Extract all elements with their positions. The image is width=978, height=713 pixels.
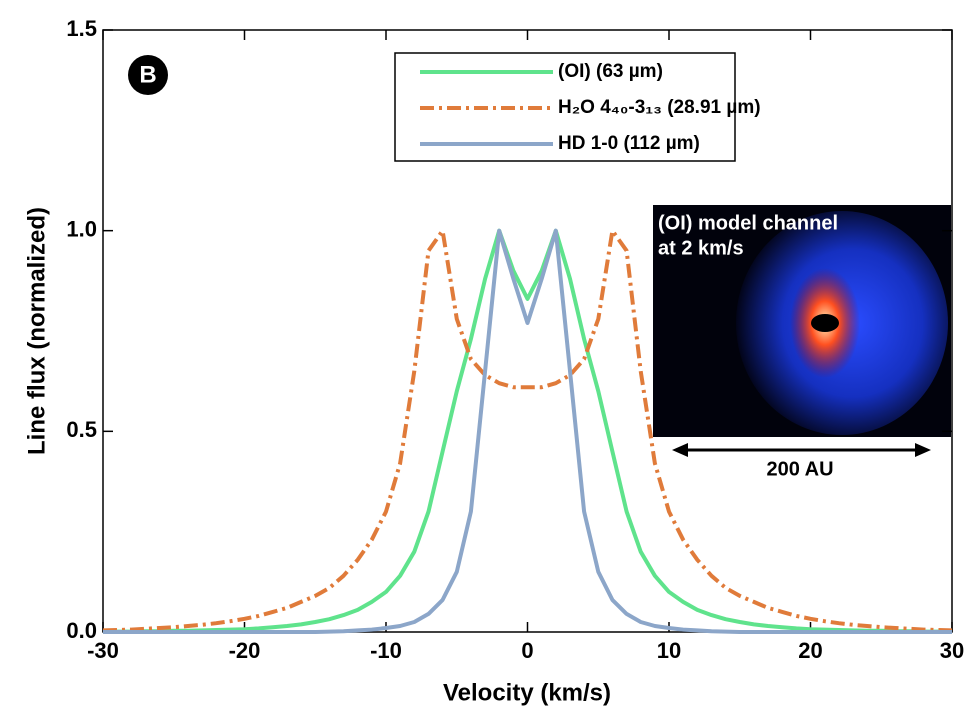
x-tick-label: -20 xyxy=(229,638,261,663)
legend-label: (OI) (63 µm) xyxy=(558,61,663,82)
series-line xyxy=(102,228,953,633)
inset-text: (OI) model channel xyxy=(658,212,838,234)
scale-label: 200 AU xyxy=(766,458,833,480)
y-tick-label: 1.5 xyxy=(66,16,97,41)
x-tick-label: 30 xyxy=(940,638,964,663)
x-axis-label: Velocity (km/s) xyxy=(443,679,611,706)
x-tick-label: -10 xyxy=(370,638,402,663)
y-tick-label: 0.5 xyxy=(66,417,97,442)
legend-label: H₂O 4₄₀-3₁₃ (28.91 µm) xyxy=(558,97,761,118)
series-line xyxy=(103,228,952,634)
x-tick-label: 0 xyxy=(521,638,533,663)
x-tick-label: 20 xyxy=(798,638,822,663)
inset: (OI) model channel at 2 km/s 200 AU xyxy=(653,205,951,480)
series-line xyxy=(103,228,952,634)
y-axis-label: Line flux (normalized) xyxy=(23,207,50,455)
legend-label: HD 1-0 (112 µm) xyxy=(558,133,700,154)
x-tick-label: 10 xyxy=(657,638,681,663)
panel-label: B xyxy=(139,61,156,88)
inset-text: at 2 km/s xyxy=(658,237,744,259)
y-tick-label: 1.0 xyxy=(66,216,97,241)
y-tick-label: 0.0 xyxy=(66,618,97,643)
panel-badge xyxy=(128,55,168,95)
x-tick-label: -30 xyxy=(87,638,119,663)
inset-core xyxy=(811,314,839,332)
